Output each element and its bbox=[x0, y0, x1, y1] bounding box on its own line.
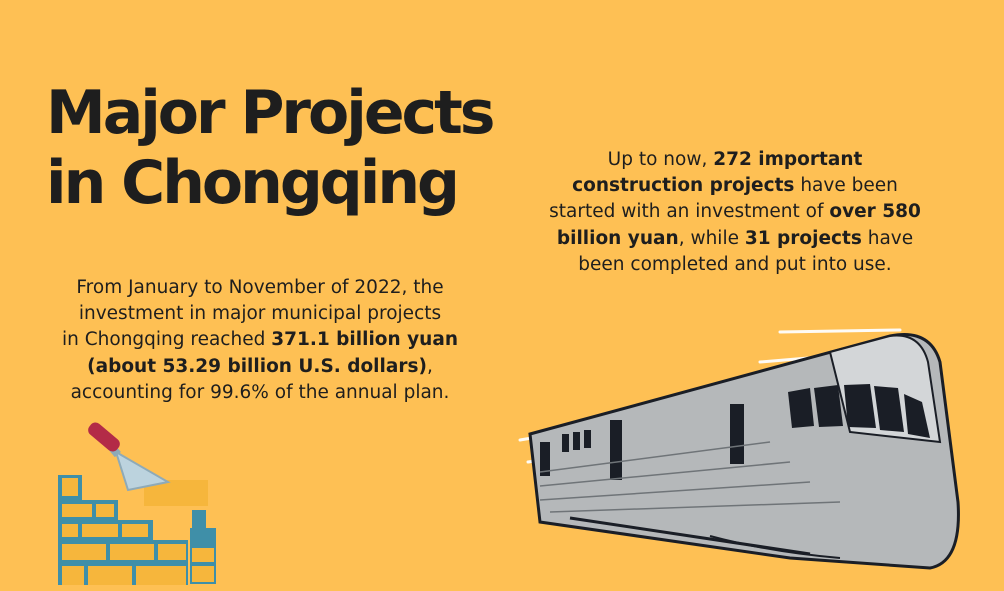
title-line-1: Major Projects bbox=[46, 78, 495, 148]
projects-line-4-post: have bbox=[861, 227, 914, 249]
investment-comma: , bbox=[426, 355, 433, 377]
projects-paragraph: Up to now, 272 important construction pr… bbox=[510, 147, 960, 278]
title-line-2: in Chongqing bbox=[46, 148, 460, 218]
projects-line-4-mid: , while bbox=[678, 227, 745, 249]
projects-line-1-pre: Up to now, bbox=[607, 149, 714, 170]
investment-amount-usd: (about 53.29 billion U.S. dollars) bbox=[87, 355, 427, 377]
investment-line-3: in Chongqing reached bbox=[61, 329, 272, 351]
investment-paragraph: From January to November of 2022, the in… bbox=[30, 275, 490, 406]
projects-investment: over 580 bbox=[829, 201, 921, 223]
high-speed-train-icon bbox=[518, 328, 960, 570]
projects-line-3-pre: started with an investment of bbox=[549, 201, 830, 223]
investment-line-5: accounting for 99.6% of the annual plan. bbox=[70, 381, 450, 403]
brick-wall-trowel-icon bbox=[58, 422, 216, 585]
projects-line-2-post: have been bbox=[794, 175, 898, 197]
projects-line-5: been completed and put into use. bbox=[578, 253, 892, 275]
projects-completed-count: 31 projects bbox=[744, 227, 862, 249]
projects-investment-unit: billion yuan bbox=[556, 227, 679, 249]
investment-line-1: From January to November of 2022, the bbox=[76, 277, 444, 298]
page-title: Major Projects in Chongqing bbox=[46, 78, 495, 218]
investment-amount-yuan: 371.1 billion yuan bbox=[271, 329, 458, 351]
projects-construction: construction projects bbox=[572, 175, 795, 197]
investment-line-2: investment in major municipal projects bbox=[78, 303, 442, 325]
projects-count: 272 important bbox=[713, 149, 863, 170]
